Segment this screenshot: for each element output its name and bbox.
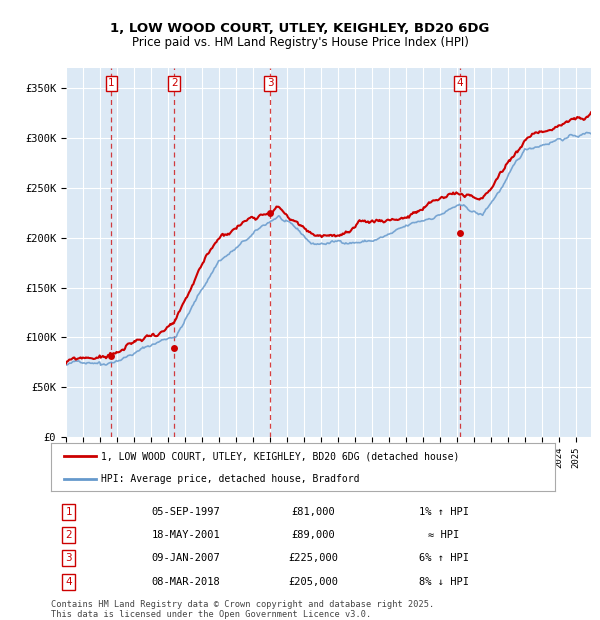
Text: 8% ↓ HPI: 8% ↓ HPI — [419, 577, 469, 587]
Text: 09-JAN-2007: 09-JAN-2007 — [152, 553, 221, 564]
Text: 18-MAY-2001: 18-MAY-2001 — [152, 530, 221, 540]
Text: 4: 4 — [65, 577, 72, 587]
Text: £225,000: £225,000 — [288, 553, 338, 564]
Text: 3: 3 — [267, 78, 274, 88]
Text: £89,000: £89,000 — [291, 530, 335, 540]
Text: 2: 2 — [65, 530, 72, 540]
Text: 3: 3 — [65, 553, 72, 564]
Text: HPI: Average price, detached house, Bradford: HPI: Average price, detached house, Brad… — [101, 474, 360, 484]
Text: £81,000: £81,000 — [291, 507, 335, 517]
Text: 1: 1 — [108, 78, 115, 88]
Text: 6% ↑ HPI: 6% ↑ HPI — [419, 553, 469, 564]
Text: Contains HM Land Registry data © Crown copyright and database right 2025.
This d: Contains HM Land Registry data © Crown c… — [51, 600, 434, 619]
Text: 1: 1 — [65, 507, 72, 517]
Text: ≈ HPI: ≈ HPI — [428, 530, 460, 540]
Text: Price paid vs. HM Land Registry's House Price Index (HPI): Price paid vs. HM Land Registry's House … — [131, 36, 469, 49]
Text: 1, LOW WOOD COURT, UTLEY, KEIGHLEY, BD20 6DG (detached house): 1, LOW WOOD COURT, UTLEY, KEIGHLEY, BD20… — [101, 451, 460, 461]
Text: 1% ↑ HPI: 1% ↑ HPI — [419, 507, 469, 517]
Text: 2: 2 — [171, 78, 178, 88]
Text: £205,000: £205,000 — [288, 577, 338, 587]
Text: 05-SEP-1997: 05-SEP-1997 — [152, 507, 221, 517]
Text: 08-MAR-2018: 08-MAR-2018 — [152, 577, 221, 587]
Text: 1, LOW WOOD COURT, UTLEY, KEIGHLEY, BD20 6DG: 1, LOW WOOD COURT, UTLEY, KEIGHLEY, BD20… — [110, 22, 490, 35]
Text: 4: 4 — [457, 78, 463, 88]
